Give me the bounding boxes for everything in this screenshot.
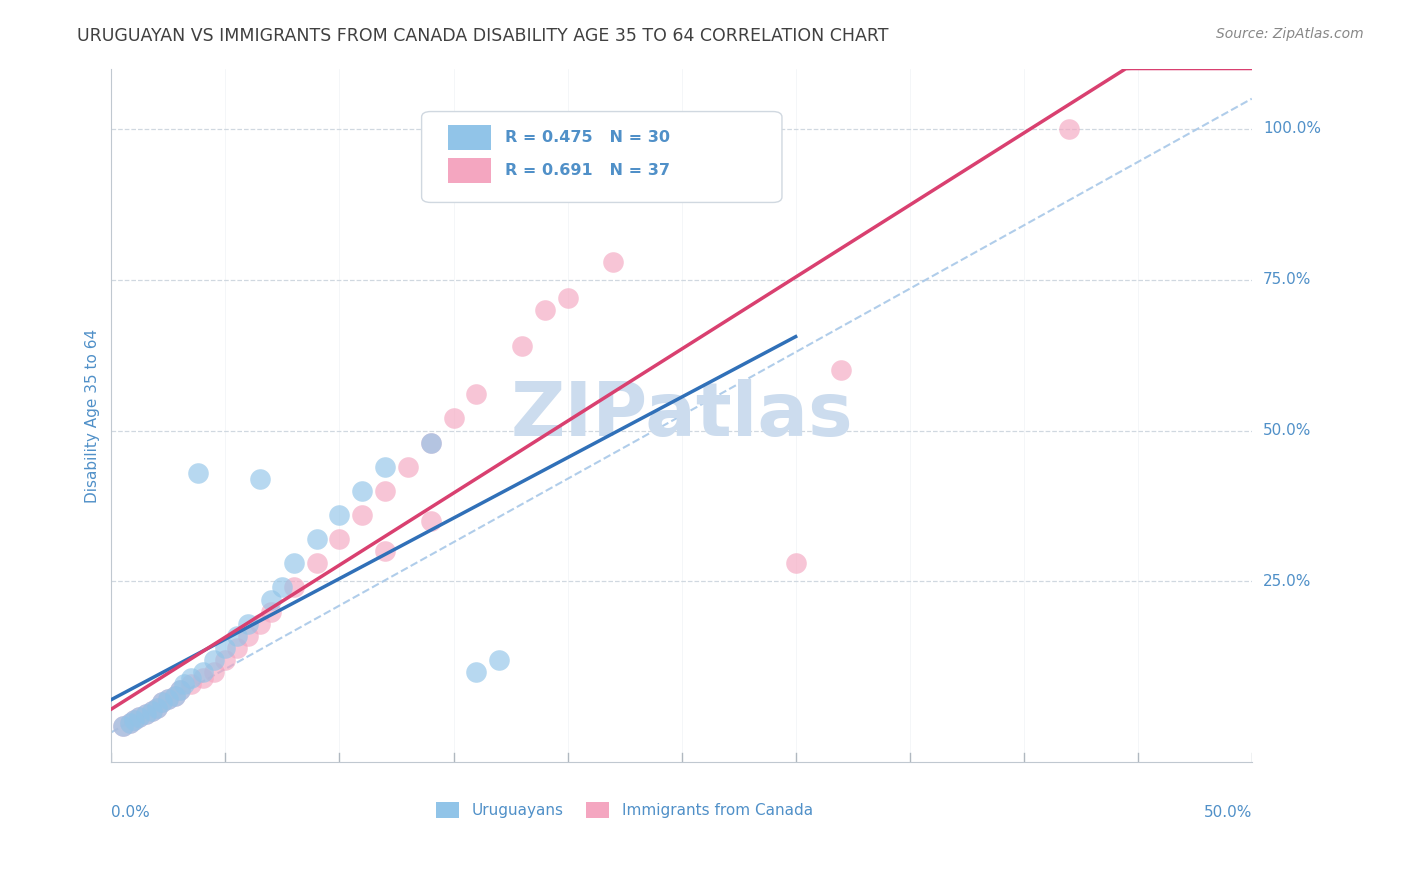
Point <box>271 581 294 595</box>
Point <box>238 629 260 643</box>
Point <box>122 713 145 727</box>
Point <box>352 483 374 498</box>
Point <box>122 713 145 727</box>
Text: R = 0.691   N = 37: R = 0.691 N = 37 <box>505 163 669 178</box>
Point <box>443 411 465 425</box>
Point <box>249 616 271 631</box>
Point <box>157 692 180 706</box>
Point <box>419 514 441 528</box>
Point <box>249 472 271 486</box>
Text: URUGUAYAN VS IMMIGRANTS FROM CANADA DISABILITY AGE 35 TO 64 CORRELATION CHART: URUGUAYAN VS IMMIGRANTS FROM CANADA DISA… <box>77 27 889 45</box>
Point <box>146 701 169 715</box>
Point <box>283 581 305 595</box>
Point <box>283 557 305 571</box>
Point <box>352 508 374 522</box>
Point <box>602 254 624 268</box>
Point <box>180 671 202 685</box>
FancyBboxPatch shape <box>449 126 491 151</box>
Point <box>465 387 488 401</box>
Point <box>396 459 419 474</box>
Text: ZIPatlas: ZIPatlas <box>510 379 853 452</box>
Point <box>225 640 247 655</box>
Point <box>488 653 510 667</box>
Point <box>328 508 350 522</box>
Text: Source: ZipAtlas.com: Source: ZipAtlas.com <box>1216 27 1364 41</box>
Point <box>169 683 191 698</box>
Point <box>305 557 328 571</box>
Point <box>557 291 579 305</box>
Point <box>173 677 195 691</box>
Point <box>260 605 283 619</box>
Text: 50.0%: 50.0% <box>1263 423 1312 438</box>
Point <box>141 704 163 718</box>
Point <box>374 459 396 474</box>
Point <box>830 363 852 377</box>
Point <box>225 629 247 643</box>
Text: 50.0%: 50.0% <box>1204 805 1251 820</box>
Point <box>180 677 202 691</box>
Point <box>533 302 555 317</box>
Y-axis label: Disability Age 35 to 64: Disability Age 35 to 64 <box>86 328 100 502</box>
Point <box>510 339 533 353</box>
Point <box>238 616 260 631</box>
FancyBboxPatch shape <box>422 112 782 202</box>
Point <box>128 710 150 724</box>
Point <box>169 683 191 698</box>
Point <box>260 592 283 607</box>
Point <box>465 665 488 679</box>
Point <box>1059 121 1081 136</box>
Point <box>374 544 396 558</box>
Point <box>150 695 173 709</box>
Point <box>202 653 225 667</box>
Text: 25.0%: 25.0% <box>1263 574 1312 589</box>
Point <box>141 704 163 718</box>
Point <box>135 707 157 722</box>
Point <box>118 716 141 731</box>
Point <box>328 532 350 546</box>
Point <box>111 719 134 733</box>
Point <box>785 557 807 571</box>
Point <box>118 716 141 731</box>
Legend: Uruguayans, Immigrants from Canada: Uruguayans, Immigrants from Canada <box>430 796 818 824</box>
Point <box>305 532 328 546</box>
Point <box>150 695 173 709</box>
Point <box>157 692 180 706</box>
Point <box>191 665 214 679</box>
Text: 100.0%: 100.0% <box>1263 121 1322 136</box>
Point <box>135 707 157 722</box>
Point <box>128 710 150 724</box>
Point <box>214 640 236 655</box>
FancyBboxPatch shape <box>449 158 491 183</box>
Point <box>419 435 441 450</box>
Point <box>187 466 209 480</box>
Point <box>146 701 169 715</box>
Point <box>419 435 441 450</box>
Text: 75.0%: 75.0% <box>1263 272 1312 287</box>
Text: 0.0%: 0.0% <box>111 805 150 820</box>
Point <box>214 653 236 667</box>
Point <box>111 719 134 733</box>
Point <box>202 665 225 679</box>
Point <box>191 671 214 685</box>
Point <box>165 689 187 703</box>
Point <box>165 689 187 703</box>
Point <box>374 483 396 498</box>
Text: R = 0.475   N = 30: R = 0.475 N = 30 <box>505 130 669 145</box>
